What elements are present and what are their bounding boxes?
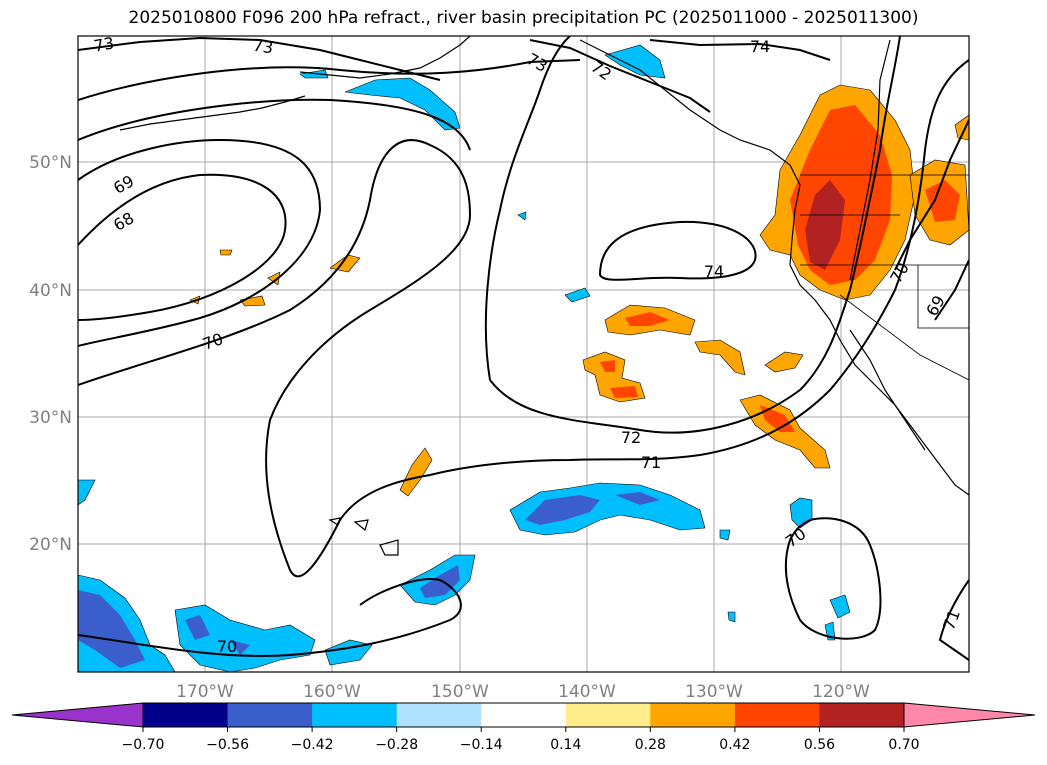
baja-coast bbox=[849, 329, 926, 451]
contour-74-north bbox=[649, 39, 831, 61]
colorbar-tick-label: 0.42 bbox=[719, 737, 750, 753]
colorbar-extend-high bbox=[903, 702, 1036, 728]
contour-label: 74 bbox=[704, 262, 724, 281]
small-blue-1 bbox=[564, 287, 591, 303]
colorbar-segment bbox=[565, 703, 651, 727]
colorbar-segment bbox=[734, 703, 820, 727]
mid-pacific-precip-3 bbox=[694, 339, 746, 376]
map-title: 2025010800 F096 200 hPa refract., river … bbox=[128, 8, 919, 28]
contour-70-northeast bbox=[894, 119, 969, 271]
colorbar-tick-label: −0.28 bbox=[375, 737, 418, 753]
contour-label: 73 bbox=[252, 36, 275, 58]
contour-72-north bbox=[529, 39, 711, 113]
rockies-precip-core bbox=[925, 180, 960, 222]
contour-label: 74 bbox=[750, 37, 770, 56]
state-borders bbox=[800, 214, 969, 381]
contour-70-east bbox=[784, 517, 882, 640]
aleutian-islands bbox=[119, 95, 306, 131]
se-alaska-precip bbox=[604, 44, 666, 79]
small-precip-6 bbox=[219, 249, 233, 256]
contour-72 bbox=[484, 36, 901, 434]
colorbar-extend-low bbox=[11, 702, 144, 728]
colorbar-segment bbox=[396, 703, 482, 727]
lat-label-30n: 30°N bbox=[29, 408, 72, 428]
longitude-labels: 170°W 160°W 150°W 140°W 130°W 120°W bbox=[176, 682, 870, 702]
tropics-precip-1-core bbox=[420, 565, 460, 598]
contour-72-northwest bbox=[78, 98, 471, 151]
colorbar-segment bbox=[227, 703, 313, 727]
colorbar-tick-label: 0.70 bbox=[888, 737, 919, 753]
colorbar-tick-label: −0.56 bbox=[206, 737, 249, 753]
small-precip-1 bbox=[764, 351, 804, 373]
small-precip-4 bbox=[239, 295, 266, 307]
small-blue-2 bbox=[517, 211, 527, 221]
contour-69-east bbox=[934, 259, 969, 321]
pnw-precip-max bbox=[805, 180, 845, 270]
plot-frame bbox=[77, 35, 970, 673]
sw-precip-2-core bbox=[185, 615, 250, 655]
ne-precip-spot bbox=[954, 114, 969, 141]
political-boundaries bbox=[800, 174, 969, 381]
mid-pacific-precip-2-core bbox=[600, 360, 638, 398]
contour-label: 72 bbox=[621, 428, 641, 447]
west-edge-precip bbox=[78, 479, 96, 506]
colorbar-tick-label: 0.56 bbox=[804, 737, 835, 753]
lon-label-150w: 150°W bbox=[431, 682, 489, 702]
contour-70 bbox=[78, 139, 472, 578]
lat-label-20n: 20°N bbox=[29, 535, 72, 555]
colorbar-tick-label: −0.70 bbox=[122, 737, 165, 753]
small-blue-3 bbox=[719, 529, 731, 541]
contour-71 bbox=[429, 59, 969, 476]
colorbar-segment bbox=[650, 703, 736, 727]
colorbar-segment bbox=[819, 703, 905, 727]
rockies-line bbox=[849, 39, 891, 281]
contour-73-mid bbox=[78, 59, 581, 101]
east-precip-2 bbox=[829, 594, 851, 619]
small-blue-4 bbox=[727, 611, 736, 623]
contour-70-south bbox=[78, 578, 462, 657]
lon-label-160w: 160°W bbox=[303, 682, 361, 702]
latitude-labels: 50°N 40°N 30°N 20°N bbox=[29, 153, 72, 555]
colorbar-tick-label: 0.28 bbox=[635, 737, 666, 753]
colorbar-tick-label: 0.14 bbox=[550, 737, 581, 753]
hawaii-south-precip bbox=[509, 482, 706, 536]
refractivity-contours bbox=[78, 36, 969, 661]
colorbar-tick-label: −0.14 bbox=[460, 737, 503, 753]
colorbar-segment bbox=[481, 703, 567, 727]
contour-69 bbox=[78, 138, 322, 347]
alaska-precip-area bbox=[344, 77, 461, 131]
contour-74-loop bbox=[598, 220, 757, 281]
colorbar: −0.70 −0.56 −0.42 −0.28 −0.14 0.14 0.28 0.42 0.5… bbox=[11, 702, 1036, 753]
lon-label-120w: 120°W bbox=[812, 682, 870, 702]
contour-label: 70 bbox=[217, 637, 237, 656]
colorbar-segment bbox=[312, 703, 398, 727]
lon-label-130w: 130°W bbox=[685, 682, 743, 702]
contour-68 bbox=[78, 173, 287, 321]
contour-label: 73 bbox=[92, 33, 115, 55]
mid-pacific-precip-1-core bbox=[625, 312, 670, 326]
lat-label-40n: 40°N bbox=[29, 281, 72, 301]
lon-label-140w: 140°W bbox=[558, 682, 616, 702]
north-america-coast bbox=[579, 39, 969, 496]
colorbar-outline bbox=[142, 702, 905, 728]
sw-corner-precip-core bbox=[78, 590, 145, 668]
small-precip-5 bbox=[399, 447, 433, 497]
lon-label-170w: 170°W bbox=[176, 682, 234, 702]
contour-71-east bbox=[938, 579, 969, 661]
hawaii-south-precip-core bbox=[525, 492, 660, 525]
contour-73-north bbox=[78, 36, 441, 81]
contour-label: 71 bbox=[641, 453, 661, 472]
colorbar-tick-label: −0.42 bbox=[291, 737, 334, 753]
lat-label-50n: 50°N bbox=[29, 153, 72, 173]
colorbar-segment bbox=[143, 703, 229, 727]
